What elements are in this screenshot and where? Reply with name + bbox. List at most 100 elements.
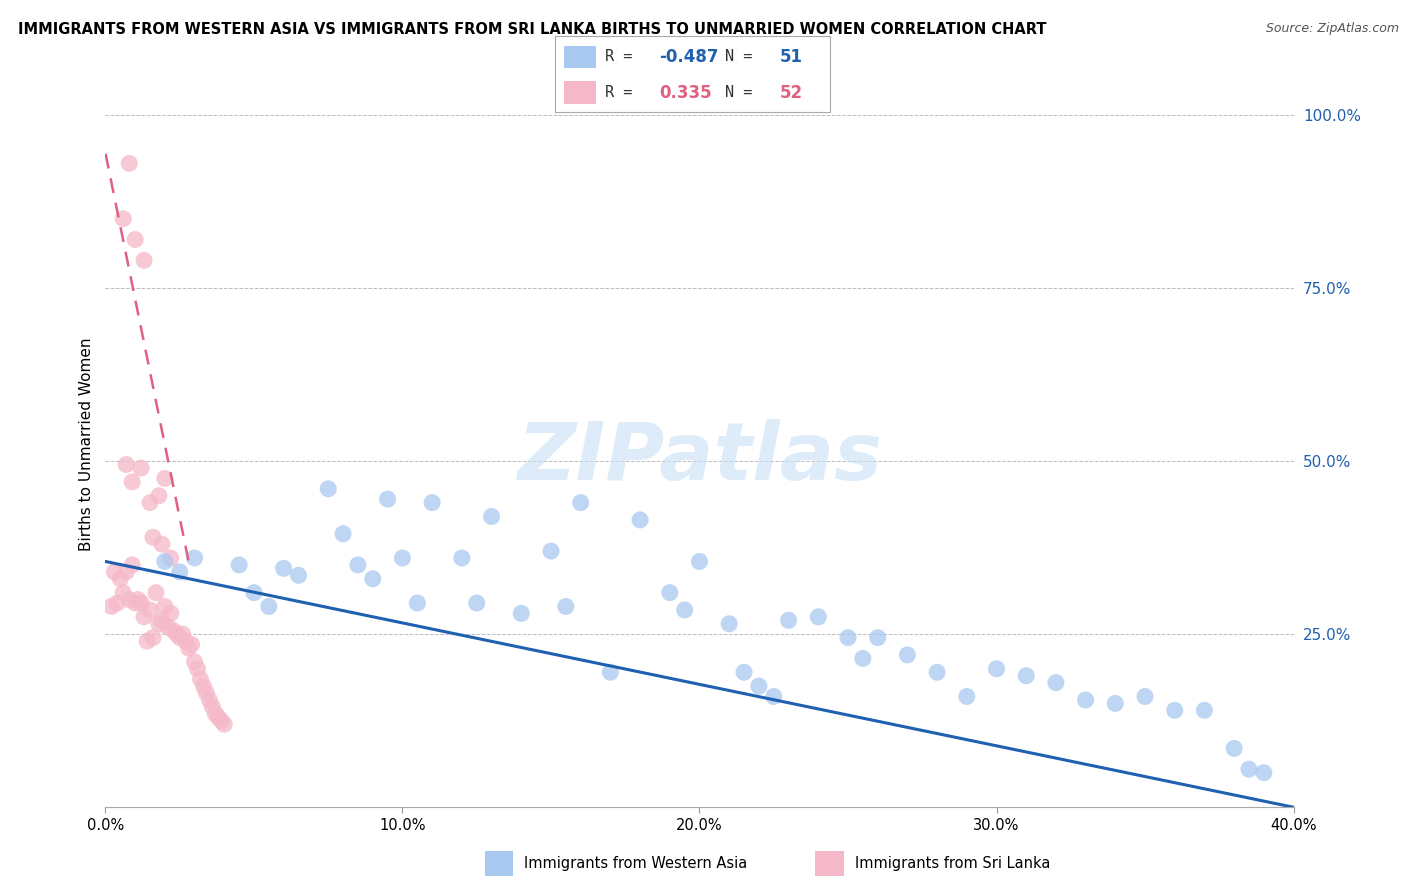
Point bbox=[347, 558, 370, 572]
FancyBboxPatch shape bbox=[564, 81, 596, 104]
Point bbox=[273, 561, 295, 575]
Text: 52: 52 bbox=[780, 84, 803, 102]
Point bbox=[150, 613, 173, 627]
Point bbox=[198, 693, 221, 707]
Point bbox=[174, 634, 197, 648]
Point bbox=[1045, 675, 1067, 690]
Point bbox=[778, 613, 800, 627]
Point bbox=[183, 551, 205, 566]
Point bbox=[112, 211, 135, 226]
Point bbox=[450, 551, 472, 566]
Point bbox=[673, 603, 696, 617]
Point bbox=[148, 616, 170, 631]
Point bbox=[1074, 693, 1097, 707]
Point bbox=[287, 568, 309, 582]
Point bbox=[316, 482, 339, 496]
Point bbox=[121, 475, 143, 489]
Point bbox=[169, 631, 191, 645]
Text: 51: 51 bbox=[780, 48, 803, 66]
Text: Immigrants from Western Asia: Immigrants from Western Asia bbox=[524, 856, 748, 871]
Point bbox=[391, 551, 413, 566]
Point bbox=[257, 599, 280, 614]
Text: N =: N = bbox=[725, 85, 762, 100]
Text: R =: R = bbox=[605, 85, 641, 100]
Point bbox=[148, 489, 170, 503]
Point bbox=[100, 599, 122, 614]
Text: -0.487: -0.487 bbox=[659, 48, 718, 66]
Point bbox=[209, 714, 232, 728]
Text: R =: R = bbox=[605, 49, 641, 64]
Point bbox=[169, 565, 191, 579]
Point bbox=[540, 544, 562, 558]
Point bbox=[180, 638, 202, 652]
Point bbox=[183, 655, 205, 669]
Point bbox=[166, 627, 188, 641]
Point bbox=[193, 679, 215, 693]
Point bbox=[1237, 762, 1260, 776]
Point bbox=[186, 662, 208, 676]
Point bbox=[465, 596, 488, 610]
Point bbox=[628, 513, 651, 527]
Point bbox=[406, 596, 429, 610]
Point bbox=[837, 631, 859, 645]
Point bbox=[127, 592, 149, 607]
Point bbox=[105, 596, 128, 610]
Text: ZIPatlas: ZIPatlas bbox=[517, 419, 882, 498]
Point bbox=[689, 554, 711, 568]
Point bbox=[163, 624, 186, 638]
Point bbox=[748, 679, 770, 693]
Point bbox=[986, 662, 1008, 676]
Point bbox=[124, 233, 146, 247]
Point bbox=[112, 585, 135, 599]
Point bbox=[1253, 765, 1275, 780]
Point bbox=[159, 551, 181, 566]
Y-axis label: Births to Unmarried Women: Births to Unmarried Women bbox=[79, 337, 94, 550]
Point bbox=[172, 627, 194, 641]
Point bbox=[214, 717, 236, 731]
Point bbox=[201, 699, 224, 714]
Point bbox=[956, 690, 979, 704]
Point bbox=[481, 509, 503, 524]
Point bbox=[190, 672, 212, 686]
Point bbox=[156, 620, 179, 634]
Point bbox=[852, 651, 875, 665]
Point bbox=[139, 495, 162, 509]
Point bbox=[332, 526, 354, 541]
Point bbox=[207, 710, 229, 724]
Point bbox=[420, 495, 443, 509]
Text: Source: ZipAtlas.com: Source: ZipAtlas.com bbox=[1265, 22, 1399, 36]
Point bbox=[110, 572, 132, 586]
Point bbox=[762, 690, 785, 704]
Point bbox=[145, 585, 167, 599]
Point bbox=[599, 665, 621, 680]
Point bbox=[129, 596, 152, 610]
Point bbox=[118, 156, 141, 170]
Point bbox=[1104, 697, 1126, 711]
Point bbox=[124, 596, 146, 610]
Text: 0.335: 0.335 bbox=[659, 84, 713, 102]
Point bbox=[118, 592, 141, 607]
Point bbox=[1164, 703, 1187, 717]
Point bbox=[718, 616, 741, 631]
Point bbox=[377, 492, 399, 507]
Point bbox=[510, 607, 533, 621]
Point bbox=[139, 603, 162, 617]
Point bbox=[1133, 690, 1156, 704]
Point bbox=[896, 648, 918, 662]
Point bbox=[733, 665, 755, 680]
Point bbox=[153, 554, 176, 568]
Point bbox=[361, 572, 384, 586]
Point bbox=[136, 634, 159, 648]
Point bbox=[132, 253, 155, 268]
Point bbox=[115, 565, 138, 579]
Point bbox=[150, 537, 173, 551]
Point bbox=[195, 686, 218, 700]
Point bbox=[554, 599, 576, 614]
Point bbox=[115, 458, 138, 472]
Point bbox=[1015, 669, 1038, 683]
Point bbox=[807, 610, 830, 624]
Text: Immigrants from Sri Lanka: Immigrants from Sri Lanka bbox=[855, 856, 1050, 871]
Point bbox=[204, 706, 226, 721]
Point bbox=[121, 558, 143, 572]
Point bbox=[153, 471, 176, 485]
